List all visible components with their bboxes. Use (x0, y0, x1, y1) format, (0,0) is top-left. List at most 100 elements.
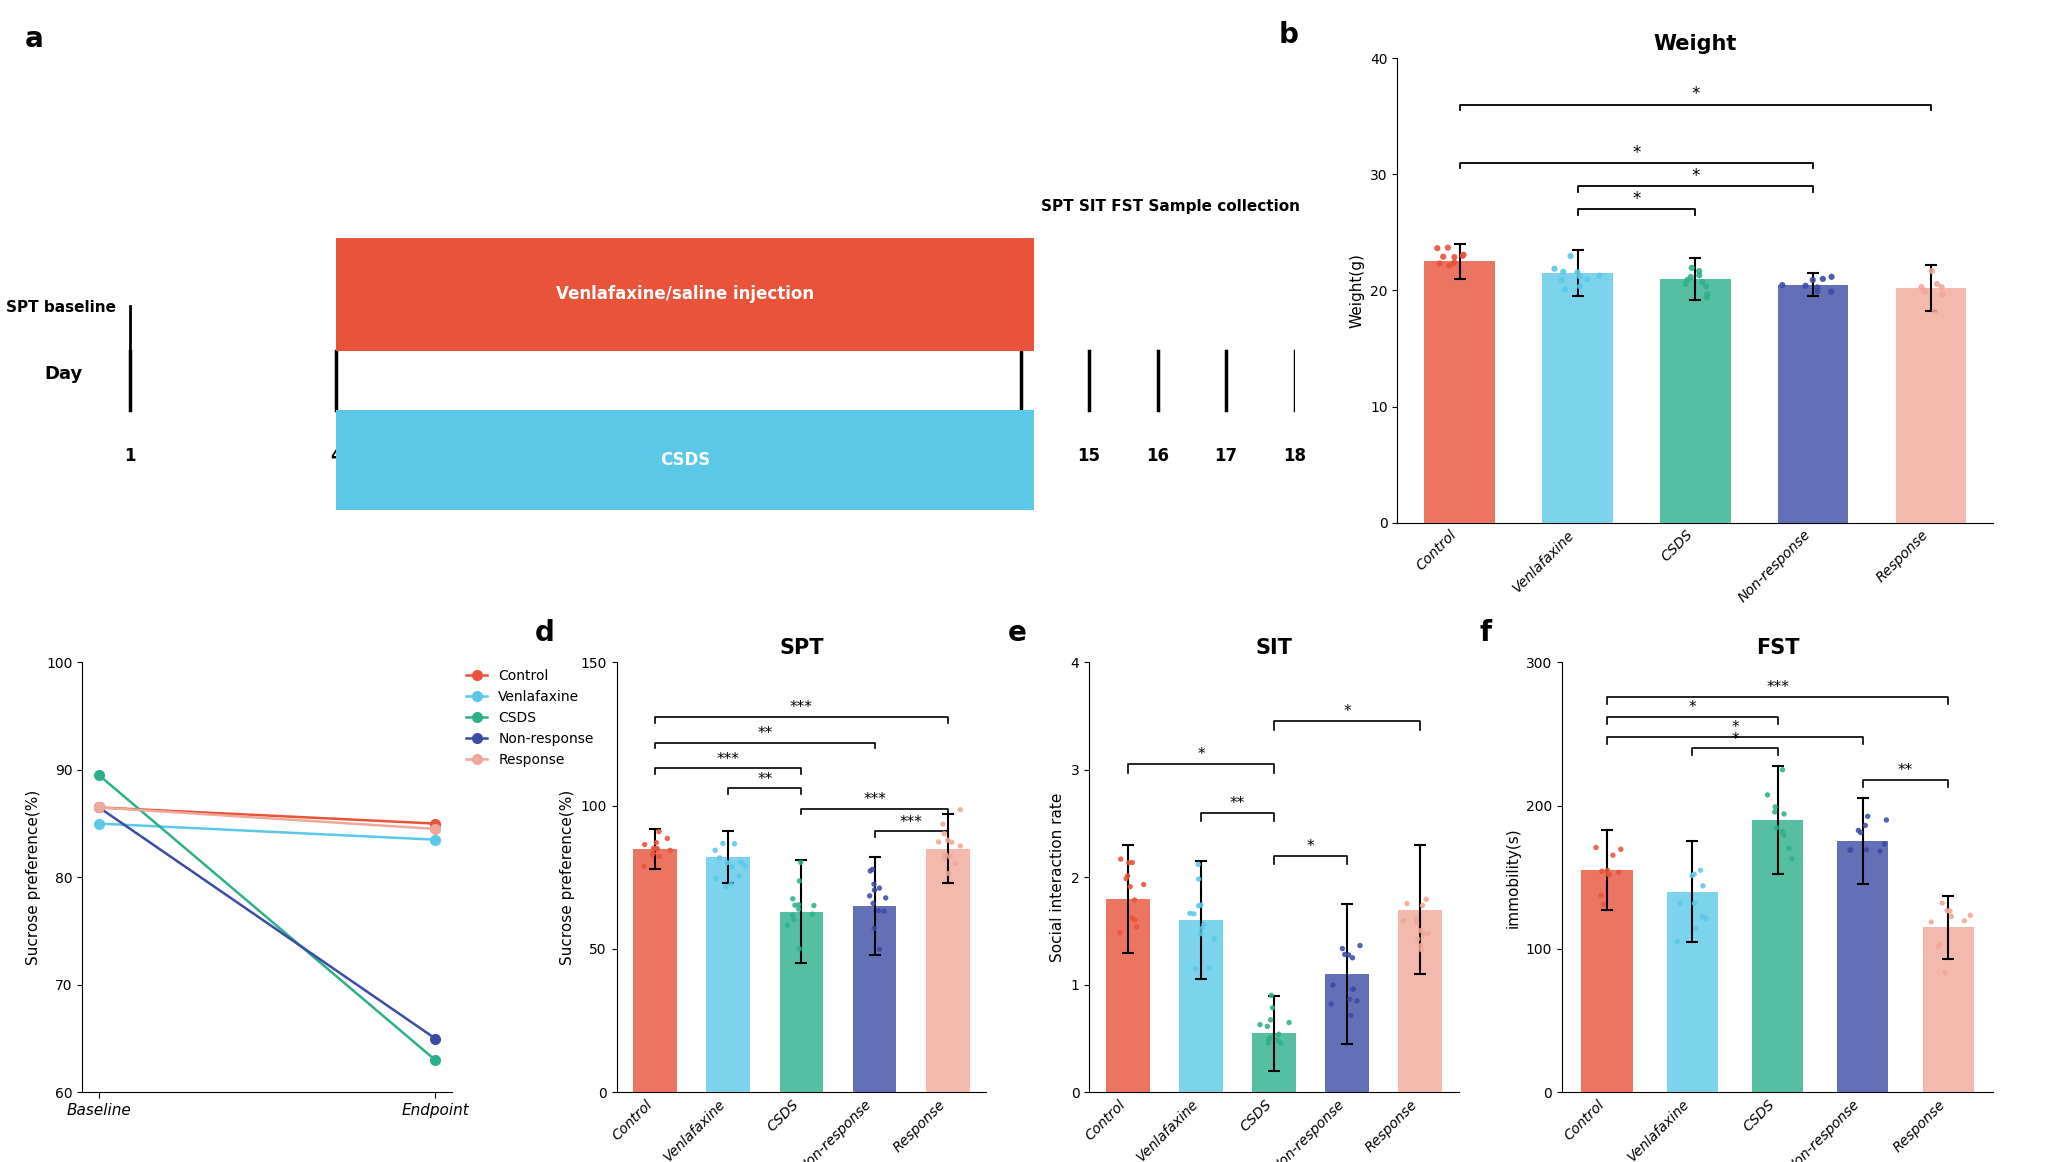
Text: *: * (1730, 720, 1739, 736)
Point (1264, 1034, 1297, 1053)
Point (643, 847, 676, 866)
Point (1584, 862, 1617, 881)
Bar (853, 906, 896, 1092)
Point (1685, 908, 1718, 926)
Point (627, 856, 660, 875)
Point (1580, 838, 1613, 856)
Point (797, 896, 830, 914)
Point (1679, 919, 1712, 938)
Point (1391, 895, 1424, 913)
Point (699, 841, 732, 860)
Point (1841, 822, 1874, 840)
Point (1254, 1028, 1286, 1047)
Point (1410, 890, 1443, 909)
Point (1112, 853, 1145, 872)
Point (1118, 911, 1151, 930)
Point (1671, 271, 1704, 289)
Point (943, 837, 976, 855)
Point (1570, 270, 1603, 288)
Point (1593, 865, 1626, 883)
Title: Weight: Weight (1654, 34, 1736, 53)
Point (1422, 254, 1455, 273)
Text: Day: Day (43, 365, 82, 382)
Text: ***: *** (789, 701, 814, 716)
Bar (633, 848, 678, 1092)
Text: e: e (1007, 619, 1028, 647)
Point (1188, 916, 1221, 934)
Point (859, 881, 892, 899)
Point (1340, 991, 1373, 1010)
Point (1317, 976, 1350, 995)
Point (1909, 282, 1942, 301)
Point (857, 894, 890, 912)
Point (1675, 267, 1708, 286)
Point (1182, 869, 1215, 888)
Text: Venlafaxine/saline injection: Venlafaxine/saline injection (557, 286, 814, 303)
Point (1402, 930, 1434, 948)
Point (637, 844, 670, 862)
Point (1790, 277, 1823, 295)
Point (1915, 261, 1948, 280)
Point (1689, 909, 1722, 927)
Point (715, 875, 748, 894)
Point (863, 940, 896, 959)
Point (1759, 797, 1792, 816)
Text: 17: 17 (1215, 447, 1237, 465)
Point (1835, 840, 1868, 859)
Point (1118, 891, 1151, 910)
Point (725, 853, 758, 872)
Bar (1325, 974, 1369, 1092)
Point (639, 839, 672, 858)
Point (1926, 278, 1958, 296)
Point (715, 858, 748, 876)
Point (1192, 959, 1225, 977)
Point (1687, 273, 1720, 292)
Point (635, 846, 668, 865)
Point (929, 824, 962, 842)
Point (1800, 282, 1833, 301)
Text: *: * (1344, 704, 1350, 719)
Point (929, 849, 962, 868)
Text: 16: 16 (1147, 447, 1169, 465)
Point (651, 830, 684, 848)
Text: ***: *** (863, 792, 886, 808)
Point (639, 833, 672, 852)
Point (777, 910, 810, 928)
Point (1128, 875, 1161, 894)
Title: SPT: SPT (779, 638, 824, 658)
Point (1665, 894, 1697, 912)
Bar (1424, 261, 1496, 523)
Point (1868, 834, 1901, 853)
Point (1815, 282, 1847, 301)
Point (783, 896, 816, 914)
Point (1184, 896, 1217, 914)
Point (1691, 285, 1724, 303)
Bar (1660, 279, 1730, 523)
Point (795, 905, 828, 924)
Point (867, 902, 900, 920)
Point (1815, 267, 1847, 286)
Text: *: * (1730, 732, 1739, 747)
Y-axis label: Sucrose preference(%): Sucrose preference(%) (25, 790, 41, 964)
Point (1771, 839, 1804, 858)
Point (1948, 911, 1981, 930)
Point (1776, 849, 1808, 868)
Text: 4: 4 (331, 447, 341, 465)
Point (1554, 246, 1586, 265)
Point (1173, 904, 1206, 923)
Point (863, 878, 896, 897)
Point (1936, 908, 1969, 926)
Point (1325, 939, 1358, 957)
Point (1334, 1006, 1367, 1025)
Point (1184, 925, 1217, 944)
Point (1344, 937, 1377, 955)
Point (1905, 278, 1938, 296)
Point (869, 889, 902, 908)
Bar (1251, 1033, 1297, 1092)
Point (1850, 816, 1882, 834)
Point (1408, 925, 1441, 944)
Bar (1667, 891, 1718, 1092)
Text: d: d (534, 619, 555, 647)
Point (1921, 274, 1954, 293)
Point (1404, 937, 1436, 955)
